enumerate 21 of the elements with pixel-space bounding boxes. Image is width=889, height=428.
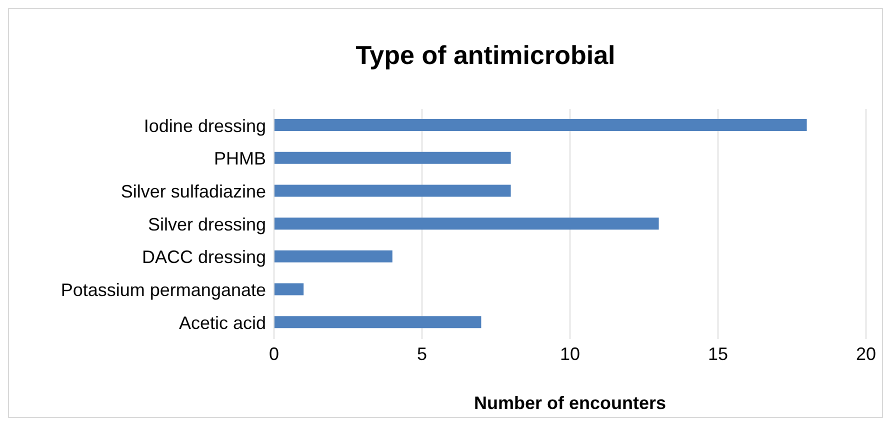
bar <box>274 152 511 164</box>
y-tick-label: PHMB <box>214 148 266 169</box>
bar <box>274 283 304 296</box>
y-tick-label: Acetic acid <box>178 312 266 333</box>
chart-title: Type of antimicrobial <box>354 38 616 72</box>
x-tick-label: 0 <box>268 344 280 364</box>
x-tick-label: 15 <box>708 344 728 364</box>
x-tick-label: 10 <box>560 344 580 364</box>
bar <box>274 184 511 197</box>
bar <box>274 250 392 262</box>
x-axis-title: Number of encounters <box>474 393 666 413</box>
y-tick-label: Potassium permanganate <box>60 280 266 300</box>
y-tick-label: Silver sulfadiazine <box>120 182 266 202</box>
y-tick-label: Iodine dressing <box>144 116 266 136</box>
y-tick-label: DACC dressing <box>142 247 266 268</box>
bar <box>274 218 659 230</box>
y-tick-label: Silver dressing <box>148 214 266 234</box>
bar <box>274 119 807 131</box>
x-tick-label: 5 <box>416 344 428 364</box>
x-tick-label: 20 <box>856 344 876 364</box>
bar <box>274 316 482 328</box>
